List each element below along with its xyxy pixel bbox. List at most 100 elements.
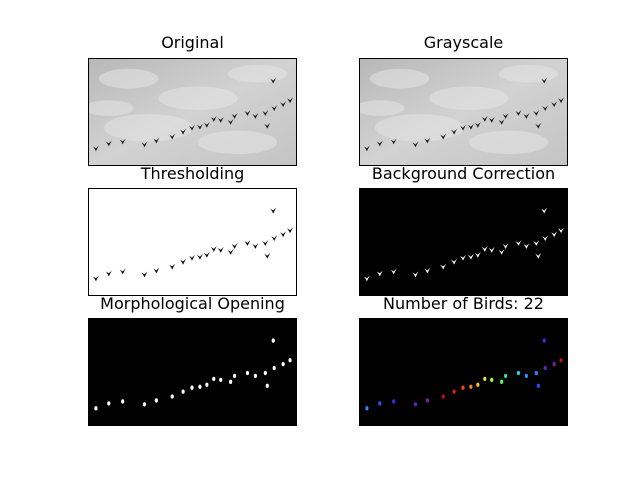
cloud (197, 130, 278, 155)
bird (542, 338, 546, 343)
bird (390, 138, 397, 145)
bird (107, 401, 111, 406)
cloud (429, 86, 509, 111)
bird (281, 361, 285, 367)
bird (541, 77, 548, 84)
bird (203, 251, 210, 258)
bird (217, 116, 224, 123)
bird (413, 402, 418, 407)
bird (170, 394, 174, 399)
bird (523, 112, 530, 119)
bird (376, 140, 383, 147)
background (360, 319, 567, 425)
cloud (103, 113, 193, 142)
bird (451, 258, 458, 265)
panel-title-grayscale: Grayscale (423, 33, 504, 52)
bird (500, 379, 504, 384)
bird (542, 105, 549, 112)
bird (271, 235, 278, 242)
bird (535, 252, 542, 259)
bird (469, 384, 473, 389)
bird (425, 398, 429, 403)
bird (287, 97, 294, 104)
bird (196, 123, 203, 130)
bird (203, 121, 210, 128)
image-panel-original (88, 58, 297, 166)
bird (440, 263, 447, 270)
bird (233, 373, 237, 379)
cloud (369, 68, 430, 89)
bird (196, 253, 203, 260)
panel-title-thresholding: Thresholding (140, 164, 245, 183)
bird (515, 110, 522, 116)
bird (119, 268, 126, 275)
bird (490, 377, 494, 383)
bird (231, 112, 238, 119)
bird (231, 242, 238, 249)
bird (189, 124, 195, 131)
bird (504, 373, 508, 379)
bird (551, 101, 558, 108)
bird (205, 382, 209, 387)
bird (198, 384, 202, 389)
panel-title-morphological-opening: Morphological Opening (100, 294, 285, 313)
bird (212, 376, 216, 382)
bird (542, 235, 549, 242)
bird (412, 271, 419, 278)
cloud (227, 64, 288, 83)
bird (534, 370, 538, 376)
bird (533, 110, 540, 116)
bird (169, 263, 176, 270)
panel-title-original: Original (161, 33, 224, 52)
bird (181, 389, 185, 394)
bird (551, 231, 558, 238)
labeled-birds-image (360, 319, 567, 425)
bird (263, 370, 267, 376)
cloud (158, 86, 238, 111)
bird (264, 122, 271, 129)
bird (154, 398, 158, 403)
original-image (89, 59, 296, 165)
grayscale-image (360, 59, 567, 165)
bird (558, 97, 565, 104)
bird (424, 137, 431, 144)
bird (288, 358, 292, 363)
bird (190, 385, 194, 390)
bird (280, 101, 287, 108)
bird (227, 118, 234, 125)
bird (245, 370, 250, 376)
bird (390, 268, 397, 275)
image-panel-thresholding (88, 188, 297, 296)
bird (488, 116, 495, 123)
bird (105, 140, 112, 147)
bird (502, 112, 509, 119)
bird (441, 394, 445, 399)
bird (92, 275, 99, 282)
bird (121, 399, 125, 404)
bird (180, 128, 187, 135)
bird (452, 389, 456, 394)
morphological-opening-image (89, 319, 296, 425)
panel-title-number-of-birds: Number of Birds: 22 (383, 294, 544, 313)
cloud (468, 130, 549, 155)
cloud (498, 64, 559, 83)
bird (210, 245, 217, 252)
bird (481, 115, 488, 122)
bird (153, 137, 160, 144)
bird (467, 253, 474, 260)
bird (217, 246, 224, 253)
bird (363, 275, 370, 282)
bird (264, 252, 271, 259)
bird (481, 245, 488, 252)
background (360, 189, 567, 295)
bird (502, 242, 509, 249)
bird (474, 251, 481, 258)
bird (523, 242, 530, 249)
bird (412, 141, 419, 148)
bird (253, 373, 257, 379)
bird (229, 379, 233, 384)
cloud (360, 100, 405, 116)
bird (543, 365, 547, 371)
bird (180, 258, 187, 265)
bird (524, 373, 528, 379)
